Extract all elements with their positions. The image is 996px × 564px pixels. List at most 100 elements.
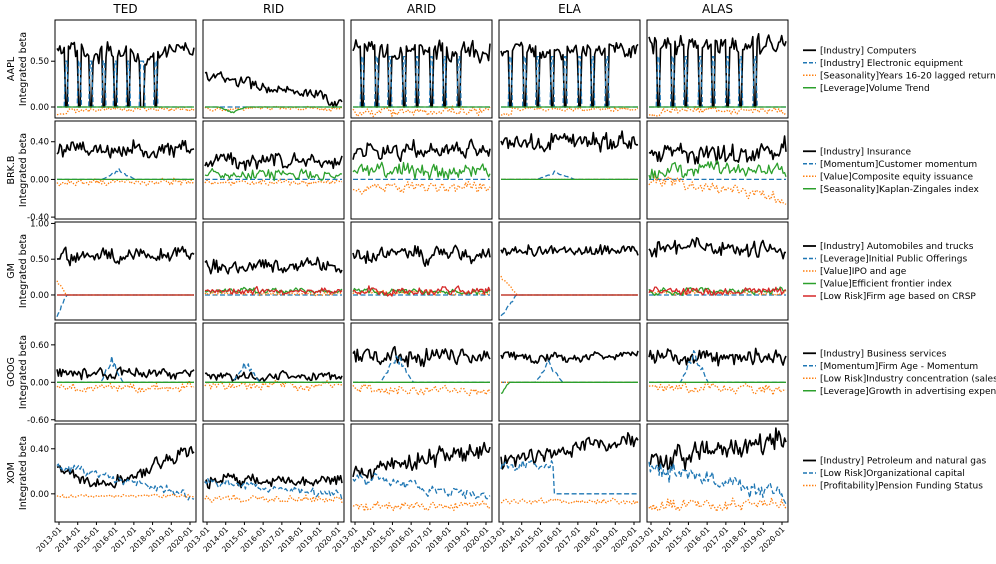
- series-line-0: [56, 445, 195, 489]
- legend-label: [Leverage]Initial Public Offerings: [820, 255, 967, 265]
- series-line-0: [500, 244, 639, 257]
- panel-AAPL-RID: [202, 19, 345, 119]
- panel-GM-ELA: [498, 221, 641, 321]
- panel-frame: [350, 120, 493, 220]
- series-line-3: [500, 381, 638, 395]
- series-line-0: [648, 33, 787, 108]
- panel-BRK.B-RID: [202, 120, 345, 220]
- series-line-0: [648, 427, 787, 471]
- row-ylabel: Integrated beta: [18, 133, 29, 207]
- panel-AAPL-ALAS: [646, 19, 789, 119]
- series-line-0: [56, 139, 195, 159]
- legend-label: [Industry] Insurance: [820, 147, 912, 157]
- series-line-1: [501, 359, 638, 383]
- panel-frame: [350, 19, 493, 119]
- legend-label: [Low Risk]Firm age based on CRSP: [820, 292, 976, 302]
- panel-XOM-TED: [54, 423, 197, 523]
- series-line-0: [204, 152, 343, 171]
- series-line-1: [353, 55, 490, 108]
- series-line-0: [500, 432, 639, 470]
- series-line-2: [204, 493, 343, 504]
- panel-frame: [350, 423, 493, 523]
- series-line-2: [352, 383, 491, 397]
- panel-frame: [498, 423, 641, 523]
- column-title: ELA: [558, 2, 582, 16]
- series-line-2: [352, 105, 491, 118]
- panel-frame: [498, 120, 641, 220]
- y-tick-label: 0.40: [30, 138, 49, 148]
- series-line-3: [648, 160, 787, 180]
- panel-GM-ALAS: [646, 221, 789, 321]
- series-line-2: [352, 500, 491, 512]
- y-tick-label: 0.50: [30, 57, 49, 67]
- y-tick-label: 0.00: [30, 378, 49, 388]
- series-line-0: [648, 347, 787, 367]
- y-tick-label: -0.40: [27, 213, 49, 223]
- legend-label: [Industry] Petroleum and natural gas: [820, 457, 987, 467]
- series-line-1: [56, 294, 194, 318]
- panel-XOM-ALAS: [646, 423, 789, 523]
- column-title: TED: [112, 2, 137, 16]
- panel-GM-ARID: [350, 221, 493, 321]
- series-line-0: [352, 345, 491, 368]
- panel-frame: [646, 19, 789, 119]
- series-line-0: [352, 39, 491, 108]
- y-tick-label: -0.60: [27, 416, 49, 426]
- series-line-4: [352, 285, 491, 297]
- series-line-2: [500, 275, 638, 296]
- series-line-1: [501, 55, 638, 108]
- panel-frame: [350, 322, 493, 422]
- series-line-2: [500, 105, 639, 117]
- panel-frame: [54, 221, 197, 321]
- row-ylabel: Integrated beta: [18, 436, 29, 510]
- y-tick-label: 0.40: [30, 445, 49, 455]
- panel-frame: [54, 19, 197, 119]
- legend-label: [Seasonality]Kaplan-Zingales index: [820, 185, 979, 195]
- panel-BRK.B-ALAS: [646, 120, 789, 220]
- row-ylabel: Integrated beta: [18, 335, 29, 409]
- series-line-4: [648, 286, 787, 296]
- series-line-2: [352, 181, 491, 195]
- series-line-0: [352, 441, 491, 481]
- y-tick-label: 0.50: [30, 255, 49, 265]
- legend-label: [Industry] Business services: [820, 349, 947, 359]
- panel-frame: [498, 19, 641, 119]
- y-tick-label: 0.00: [30, 490, 49, 500]
- series-line-0: [648, 135, 787, 165]
- series-line-2: [56, 381, 195, 394]
- panel-AAPL-TED: [54, 19, 197, 119]
- series-line-2: [204, 379, 343, 392]
- legend-label: [Low Risk]Industry concentration (sales): [820, 374, 996, 384]
- panel-BRK.B-TED: [54, 120, 197, 220]
- panel-GOOG-ELA: [498, 322, 641, 422]
- series-line-3: [648, 286, 787, 297]
- panel-BRK.B-ELA: [498, 120, 641, 220]
- legend-label: [Industry] Computers: [820, 46, 917, 56]
- y-tick-label: 0.00: [30, 175, 49, 185]
- series-line-1: [501, 170, 638, 181]
- series-line-3: [205, 106, 342, 114]
- row-stock-label: XOM: [6, 462, 17, 484]
- series-line-0: [204, 71, 343, 109]
- panel-frame: [202, 19, 345, 119]
- series-line-1: [56, 463, 195, 501]
- series-line-1: [500, 294, 638, 317]
- y-tick-label: 0.60: [30, 341, 49, 351]
- row-stock-label: GOOG: [6, 357, 17, 387]
- panel-frame: [498, 322, 641, 422]
- series-line-2: [56, 106, 195, 116]
- series-line-0: [500, 130, 639, 153]
- series-line-1: [648, 461, 787, 505]
- y-tick-label: 1.00: [30, 219, 49, 229]
- panel-frame: [54, 120, 197, 220]
- panel-GOOG-ARID: [350, 322, 493, 422]
- panel-GOOG-TED: [54, 322, 197, 422]
- y-tick-label: 0.00: [30, 103, 49, 113]
- panel-XOM-ARID: [350, 423, 493, 523]
- series-line-1: [649, 55, 786, 108]
- legend-label: [Value]Efficient frontier index: [820, 280, 953, 290]
- y-tick-label: 0.00: [30, 291, 49, 301]
- legend-label: [Momentum]Firm Age - Momentum: [820, 362, 978, 372]
